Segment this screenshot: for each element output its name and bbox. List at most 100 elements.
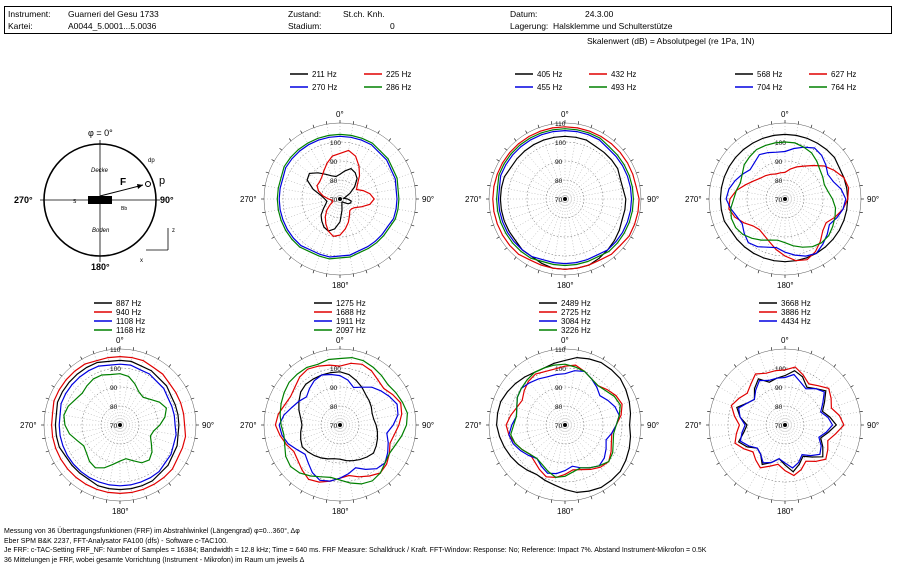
angle-tick bbox=[504, 147, 507, 151]
angle-tick bbox=[411, 224, 415, 227]
angle-tick bbox=[525, 130, 528, 134]
angle-tick bbox=[630, 385, 634, 388]
grid-spoke bbox=[493, 172, 566, 200]
angle-tick bbox=[639, 211, 643, 213]
legend-label: 270 Hz bbox=[312, 83, 337, 92]
center-marker bbox=[338, 197, 342, 201]
angle-tick bbox=[822, 264, 825, 268]
lagerung-value: Halsklemme und Schulterstütze bbox=[553, 21, 673, 31]
grid-spoke bbox=[119, 350, 134, 426]
angle-tick bbox=[300, 356, 303, 360]
series-line bbox=[54, 359, 180, 491]
angle-tick bbox=[365, 124, 368, 128]
grid-spoke bbox=[490, 185, 566, 200]
grid-spoke bbox=[499, 198, 566, 238]
grid-spoke bbox=[119, 424, 186, 464]
angle-tick bbox=[411, 171, 415, 174]
angle-label: 0° bbox=[561, 336, 569, 345]
angle-tick bbox=[191, 397, 195, 400]
angle-tick bbox=[178, 473, 181, 477]
grid-spoke bbox=[564, 185, 640, 200]
grid-spoke bbox=[771, 198, 786, 274]
angle-tick bbox=[551, 273, 553, 277]
legend-label: 887 Hz bbox=[116, 299, 141, 308]
angle-tick bbox=[398, 147, 401, 151]
legend-label: 455 Hz bbox=[537, 83, 562, 92]
grid-spoke bbox=[119, 366, 170, 426]
angle-tick bbox=[822, 490, 825, 494]
grid-spoke bbox=[339, 424, 367, 497]
angle-label: 180° bbox=[332, 281, 349, 290]
angle-tick bbox=[106, 499, 108, 503]
series-line bbox=[505, 364, 623, 479]
angle-tick bbox=[537, 270, 540, 274]
angle-tick bbox=[42, 411, 46, 413]
angle-tick bbox=[312, 124, 315, 128]
instrument-value: Guarneri del Gesu 1733 bbox=[68, 9, 159, 19]
grid-spoke bbox=[784, 133, 824, 200]
legend-label: 225 Hz bbox=[386, 70, 411, 79]
angle-tick bbox=[405, 236, 409, 239]
lagerung-label: Lagerung: bbox=[510, 21, 549, 31]
angle-tick bbox=[168, 364, 172, 367]
angle-tick bbox=[745, 264, 748, 268]
grid-spoke bbox=[564, 386, 631, 426]
angle-tick bbox=[271, 236, 275, 239]
radial-tick-label: 80 bbox=[555, 404, 563, 411]
grid-spoke bbox=[538, 353, 566, 426]
angle-tick bbox=[745, 130, 748, 134]
angle-tick bbox=[312, 270, 315, 274]
grid-spoke bbox=[339, 149, 399, 200]
angle-tick bbox=[487, 411, 491, 413]
angle-tick bbox=[613, 138, 617, 141]
radial-tick-label: 110 bbox=[555, 121, 566, 128]
angle-tick bbox=[630, 236, 634, 239]
grid-spoke bbox=[70, 366, 121, 426]
grid-spoke bbox=[339, 185, 415, 200]
schematic-z-label: z bbox=[172, 228, 175, 234]
angle-tick bbox=[185, 462, 189, 465]
violin-body-icon bbox=[88, 196, 112, 204]
angle-tick bbox=[271, 462, 275, 465]
angle-tick bbox=[710, 171, 714, 174]
series-line bbox=[279, 356, 409, 485]
angle-tick bbox=[602, 356, 605, 360]
footer-line: Eber SPM B&K 2237, FFT-Analysator FA100 … bbox=[4, 537, 228, 545]
angle-tick bbox=[398, 373, 401, 377]
grid-spoke bbox=[339, 198, 399, 249]
angle-tick bbox=[577, 273, 579, 277]
schematic-boden-label: Boden bbox=[92, 228, 110, 234]
angle-tick bbox=[630, 159, 634, 162]
angle-tick bbox=[59, 373, 62, 377]
angle-label: 90° bbox=[647, 195, 659, 204]
angle-tick bbox=[51, 385, 55, 388]
grid-spoke bbox=[784, 424, 844, 475]
grid-spoke bbox=[551, 198, 566, 274]
legend-label: 493 Hz bbox=[611, 83, 636, 92]
grid-spoke bbox=[746, 133, 786, 200]
grid-spoke bbox=[339, 398, 412, 426]
angle-tick bbox=[496, 236, 500, 239]
radial-tick-label: 90 bbox=[330, 385, 338, 392]
legend-label: 432 Hz bbox=[611, 70, 636, 79]
grid-spoke bbox=[564, 424, 579, 500]
schematic-decke-label: Decke bbox=[91, 168, 109, 174]
grid-spoke bbox=[710, 185, 786, 200]
grid-spoke bbox=[735, 366, 786, 426]
legend-label: 405 Hz bbox=[537, 70, 562, 79]
angle-tick bbox=[810, 350, 813, 354]
angle-tick bbox=[288, 364, 292, 367]
grid-spoke bbox=[281, 149, 341, 200]
legend-label: 3226 Hz bbox=[561, 326, 591, 335]
angle-label: 90° bbox=[647, 421, 659, 430]
angle-tick bbox=[856, 397, 860, 400]
angle-tick bbox=[265, 171, 269, 174]
grid-spoke bbox=[290, 140, 341, 200]
grid-spoke bbox=[758, 424, 786, 497]
angle-tick bbox=[724, 373, 727, 377]
angle-label: 90° bbox=[422, 421, 434, 430]
series-line bbox=[492, 126, 640, 270]
angle-tick bbox=[733, 257, 737, 260]
grid-spoke bbox=[564, 359, 604, 426]
